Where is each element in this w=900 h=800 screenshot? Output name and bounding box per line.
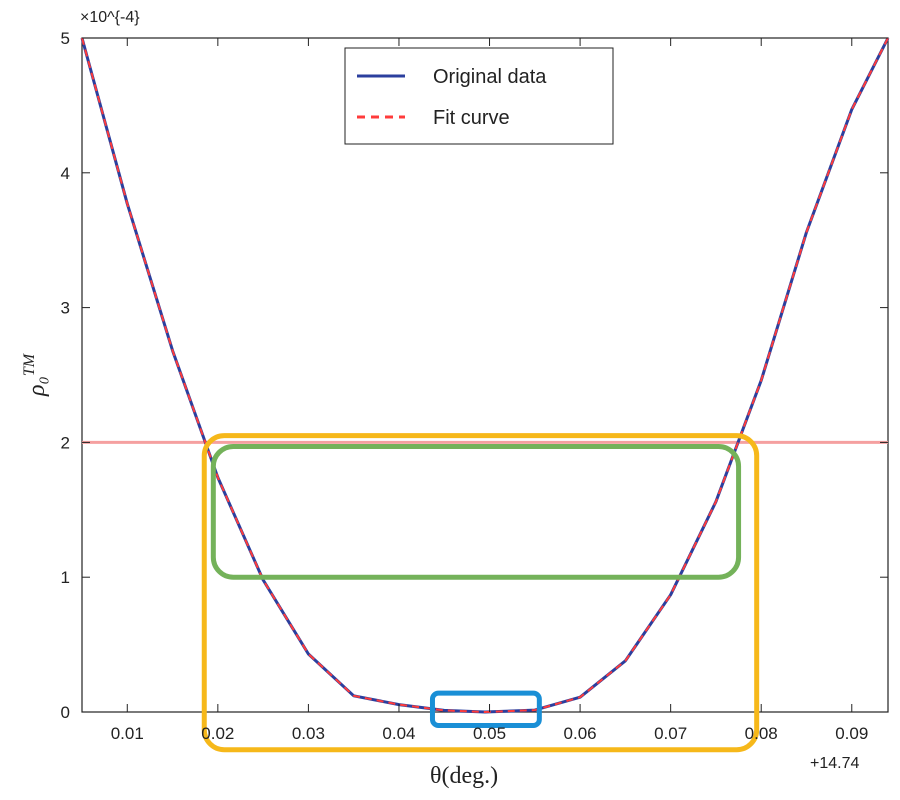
legend-box: [344, 47, 614, 145]
series-line-fit-curve: [81, 37, 889, 713]
x-offset-label: +14.74: [810, 755, 859, 772]
x-tick-label: 0.02: [201, 724, 234, 743]
y-tick-label: 1: [61, 568, 70, 587]
y-axis-title: ρ₀TM: [21, 352, 50, 397]
highlight-box-blue: [429, 690, 542, 728]
y-axis-title-base: ρ₀: [24, 376, 50, 397]
x-tick-label: 0.05: [473, 724, 506, 743]
y-tick-label: 4: [61, 164, 70, 183]
x-axis-title: θ(deg.): [430, 763, 498, 789]
legend-label: Fit curve: [433, 107, 510, 129]
y-multiplier-label: ×10^{-4}: [80, 9, 140, 26]
legend: Original data Fit curve: [344, 47, 614, 145]
highlight-box-green: [210, 443, 742, 580]
x-tick-label: 0.09: [835, 724, 868, 743]
y-axis-title-sup: TM: [21, 352, 38, 376]
y-tick-label: 3: [61, 299, 70, 318]
x-tick-label: 0.04: [382, 724, 415, 743]
highlight-box-orange: [201, 433, 760, 753]
x-tick-label: 0.01: [111, 724, 144, 743]
y-tick-label: 0: [61, 703, 70, 722]
y-tick-label: 5: [61, 29, 70, 48]
x-tick-label: 0.07: [654, 724, 687, 743]
x-tick-label: 0.08: [745, 724, 778, 743]
highlight-boxes: [201, 433, 760, 753]
series-lines: [80, 37, 890, 714]
x-tick-label: 0.06: [564, 724, 597, 743]
svg-text:ρ₀TM: ρ₀TM: [21, 352, 50, 397]
axis-ticks: 0.01 0.02 0.03 0.04 0.05 0.06 0.07 0.08 0.09 0 1 2 3…: [61, 29, 888, 743]
y-tick-label: 2: [61, 433, 70, 452]
x-tick-label: 0.03: [292, 724, 325, 743]
legend-label: Original data: [433, 66, 547, 88]
